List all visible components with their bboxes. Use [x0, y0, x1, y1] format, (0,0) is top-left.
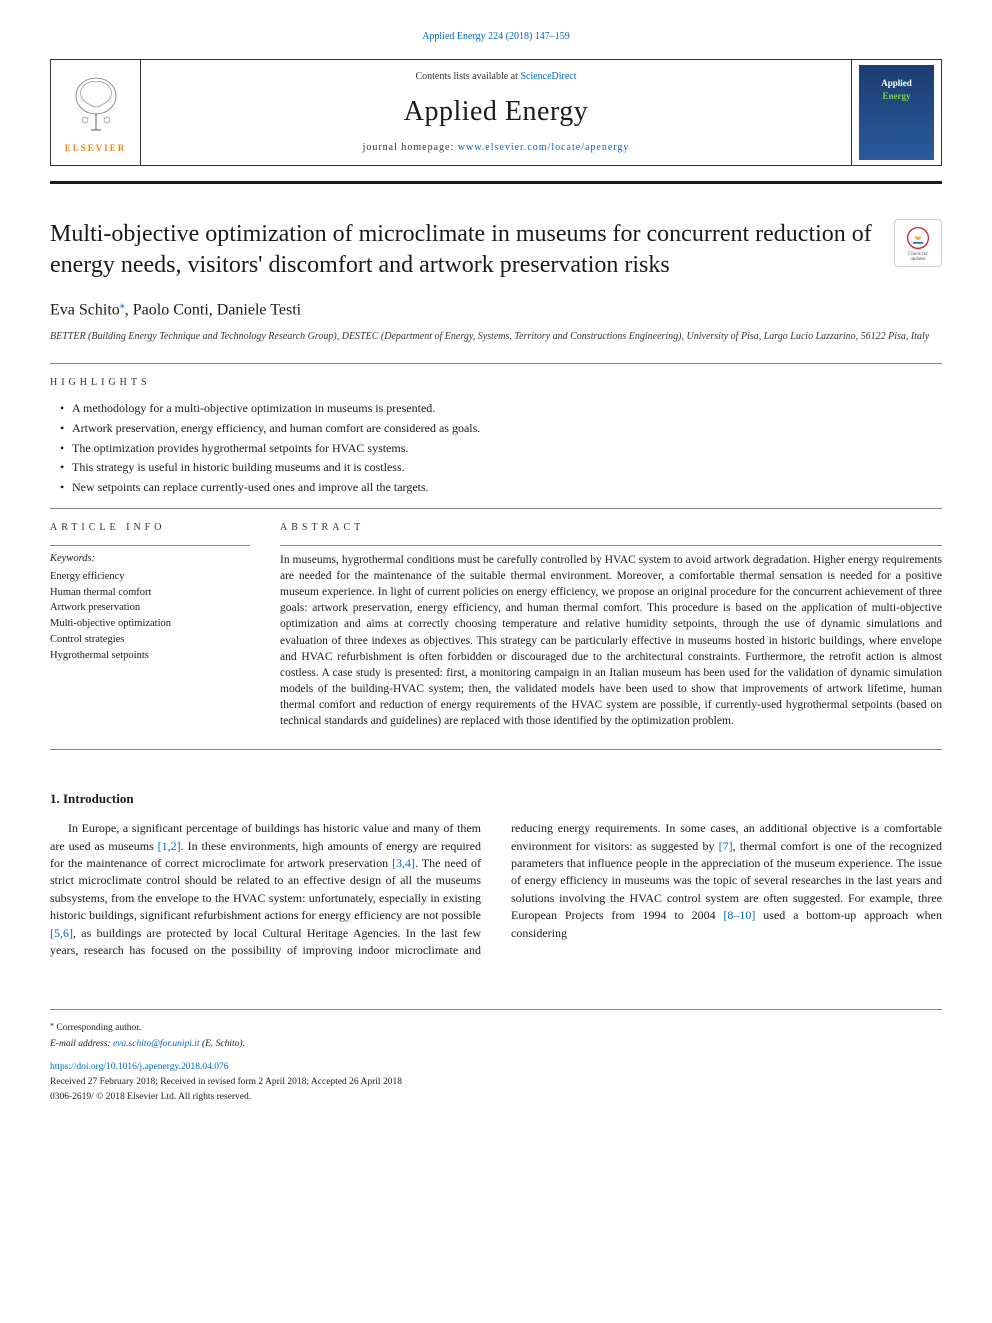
- highlights-label: HIGHLIGHTS: [50, 376, 942, 390]
- doi-link[interactable]: https://doi.org/10.1016/j.apenergy.2018.…: [50, 1061, 942, 1074]
- journal-title: Applied Energy: [151, 92, 841, 131]
- divider: [50, 545, 250, 546]
- introduction-body: In Europe, a significant percentage of b…: [50, 820, 942, 959]
- citation-link[interactable]: [1,2]: [158, 839, 181, 853]
- copyright-line: 0306-2619/ © 2018 Elsevier Ltd. All righ…: [50, 1091, 942, 1104]
- divider: [50, 363, 942, 364]
- journal-homepage-line: journal homepage: www.elsevier.com/locat…: [151, 141, 841, 155]
- cover-text-applied: Applied: [881, 77, 912, 90]
- cover-text-energy: Energy: [883, 90, 911, 103]
- header-underline: [50, 181, 942, 184]
- corresponding-author-note: ⁎ Corresponding author.: [50, 1018, 942, 1035]
- article-title: Multi-objective optimization of microcli…: [50, 219, 879, 281]
- author-email-link[interactable]: eva.schito@for.unipi.it: [113, 1039, 200, 1049]
- highlights-list: A methodology for a multi-objective opti…: [50, 400, 942, 496]
- introduction-heading: 1. Introduction: [50, 790, 942, 808]
- divider: [280, 545, 942, 546]
- authors-line: Eva Schito⁎, Paolo Conti, Daniele Testi: [50, 299, 942, 322]
- keyword-item: Multi-objective optimization: [50, 616, 250, 632]
- abstract-text: In museums, hygrothermal conditions must…: [280, 552, 942, 729]
- received-dates: Received 27 February 2018; Received in r…: [50, 1076, 942, 1089]
- journal-homepage-link[interactable]: www.elsevier.com/locate/apenergy: [458, 142, 630, 153]
- keyword-item: Artwork preservation: [50, 600, 250, 616]
- email-line: E-mail address: eva.schito@for.unipi.it …: [50, 1038, 942, 1051]
- contents-lists-line: Contents lists available at ScienceDirec…: [151, 70, 841, 84]
- authors-rest: , Paolo Conti, Daniele Testi: [125, 302, 301, 319]
- citation-link[interactable]: [7]: [719, 839, 733, 853]
- abstract-label: ABSTRACT: [280, 521, 942, 535]
- highlight-item: New setpoints can replace currently-used…: [60, 479, 942, 496]
- journal-cover-thumbnail[interactable]: Applied Energy: [859, 65, 934, 160]
- highlight-item: Artwork preservation, energy efficiency,…: [60, 420, 942, 437]
- keywords-list: Energy efficiency Human thermal comfort …: [50, 569, 250, 664]
- article-footer: ⁎ Corresponding author. E-mail address: …: [50, 1009, 942, 1104]
- elsevier-logo-cell: ELSEVIER: [51, 60, 141, 165]
- keyword-item: Human thermal comfort: [50, 585, 250, 601]
- header-center: Contents lists available at ScienceDirec…: [141, 60, 851, 165]
- highlight-item: This strategy is useful in historic buil…: [60, 459, 942, 476]
- author-1[interactable]: Eva Schito: [50, 302, 120, 319]
- highlight-item: The optimization provides hygrothermal s…: [60, 440, 942, 457]
- sciencedirect-link[interactable]: ScienceDirect: [520, 71, 576, 82]
- affiliation: BETTER (Building Energy Technique and Te…: [50, 330, 942, 343]
- check-for-updates-badge[interactable]: Check forupdates: [894, 219, 942, 267]
- elsevier-tree-icon: [61, 70, 131, 140]
- journal-header-box: ELSEVIER Contents lists available at Sci…: [50, 59, 942, 166]
- elsevier-label: ELSEVIER: [65, 142, 127, 155]
- citation-link[interactable]: [5,6]: [50, 926, 73, 940]
- divider: [50, 749, 942, 750]
- citation-link[interactable]: [3,4]: [392, 856, 415, 870]
- keyword-item: Energy efficiency: [50, 569, 250, 585]
- keyword-item: Control strategies: [50, 632, 250, 648]
- journal-cover-cell: Applied Energy: [851, 60, 941, 165]
- highlight-item: A methodology for a multi-objective opti…: [60, 400, 942, 417]
- article-info-label: ARTICLE INFO: [50, 521, 250, 535]
- keyword-item: Hygrothermal setpoints: [50, 648, 250, 664]
- keywords-label: Keywords:: [50, 552, 250, 567]
- journal-issue-link[interactable]: Applied Energy 224 (2018) 147–159: [50, 30, 942, 44]
- citation-link[interactable]: [8–10]: [723, 908, 755, 922]
- divider: [50, 508, 942, 509]
